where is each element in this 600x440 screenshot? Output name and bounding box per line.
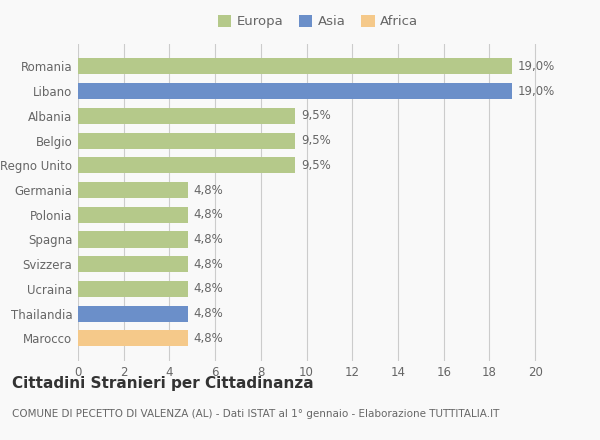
Text: 4,8%: 4,8% — [193, 332, 223, 345]
Text: 4,8%: 4,8% — [193, 258, 223, 271]
Bar — [78, 157, 295, 173]
Text: 19,0%: 19,0% — [518, 60, 555, 73]
Text: Cittadini Stranieri per Cittadinanza: Cittadini Stranieri per Cittadinanza — [12, 376, 314, 391]
Bar — [78, 256, 188, 272]
Text: 4,8%: 4,8% — [193, 307, 223, 320]
Bar — [78, 281, 188, 297]
Bar — [78, 207, 188, 223]
Bar — [78, 132, 295, 149]
Bar — [78, 231, 188, 248]
Bar — [78, 330, 188, 346]
Text: 4,8%: 4,8% — [193, 282, 223, 295]
Bar — [78, 108, 295, 124]
Bar — [78, 306, 188, 322]
Text: 9,5%: 9,5% — [301, 159, 331, 172]
Text: COMUNE DI PECETTO DI VALENZA (AL) - Dati ISTAT al 1° gennaio - Elaborazione TUTT: COMUNE DI PECETTO DI VALENZA (AL) - Dati… — [12, 409, 499, 419]
Text: 9,5%: 9,5% — [301, 134, 331, 147]
Text: 4,8%: 4,8% — [193, 233, 223, 246]
Bar — [78, 59, 512, 74]
Legend: Europa, Asia, Africa: Europa, Asia, Africa — [213, 9, 423, 33]
Bar — [78, 182, 188, 198]
Bar — [78, 83, 512, 99]
Text: 9,5%: 9,5% — [301, 110, 331, 122]
Text: 4,8%: 4,8% — [193, 183, 223, 197]
Text: 4,8%: 4,8% — [193, 208, 223, 221]
Text: 19,0%: 19,0% — [518, 84, 555, 98]
